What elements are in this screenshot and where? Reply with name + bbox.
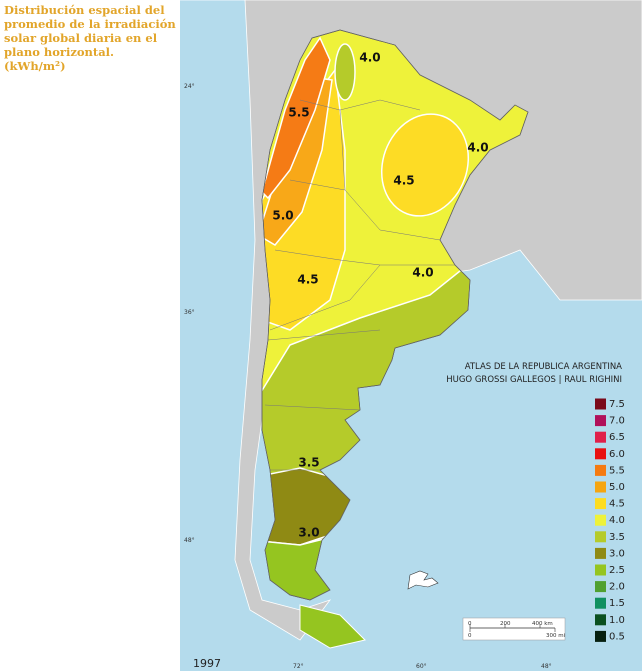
legend-swatch [595,514,606,526]
legend-label: 6.5 [609,432,625,443]
zone-label: 5.0 [272,209,293,223]
islands [407,570,439,590]
zone-3-5-north [334,43,356,101]
legend-label: 2.0 [609,582,625,593]
legend-swatch [595,614,606,626]
legend-label: 5.0 [609,482,625,493]
credit: ATLAS DE LA REPUBLICA ARGENTINA [465,362,622,372]
legend-label: 4.5 [609,499,625,510]
legend-label: 3.5 [609,532,625,543]
zone-label: 4.0 [359,51,380,65]
legend-label: 2.5 [609,565,625,576]
legend-swatch [595,630,606,642]
zone-label: 4.0 [467,141,488,155]
latitude-label: 24° [184,83,195,90]
title-line: solar global diaria en el [4,31,158,45]
zone-label: 4.0 [412,266,433,280]
scale-label: 0 [468,621,472,627]
latitude-label: 48° [184,537,195,544]
legend-label: 7.0 [609,416,625,427]
title-line: (kWh/m²) [4,59,66,73]
legend-swatch [595,464,606,476]
longitude-label: 48° [541,663,552,670]
legend-swatch [595,597,606,609]
tierra-del-fuego [299,604,366,649]
zone-label: 4.5 [393,174,414,188]
credit: HUGO GROSSI GALLEGOS | RAUL RIGHINI [446,375,622,385]
title-line: plano horizontal. [4,45,115,59]
title-line: Distribución espacial del [4,3,165,17]
legend-label: 7.5 [609,399,625,410]
legend-swatch [595,481,606,493]
legend-label: 0.5 [609,631,625,642]
map-title: Distribución espacial del promedio de la … [4,3,180,73]
legend-swatch [595,398,606,410]
province-lines [264,99,455,471]
scale-label: 200 [500,621,511,627]
longitude-label: 60° [416,663,427,670]
scale-bar: 0 200 400 km 0 300 mi [462,617,566,641]
zone-label: 3.0 [298,526,319,540]
legend-swatch [595,564,606,576]
legend-swatch [595,498,606,510]
legend-swatch [595,415,606,427]
scale-label: 0 [468,633,472,639]
zone-label: 5.5 [288,106,309,120]
legend-label: 5.5 [609,465,625,476]
country-outline [261,29,529,601]
zone-label: 3.5 [298,456,319,470]
legend-swatch [595,431,606,443]
legend-label: 4.0 [609,515,625,526]
legend-label: 1.0 [609,615,625,626]
legend-label: 3.0 [609,548,625,559]
legend-label: 1.5 [609,598,625,609]
longitude-label: 72° [293,663,304,670]
title-line: promedio de la irradiación [4,17,176,31]
scale-label: 400 km [532,621,553,627]
zone-4-5-east [380,113,470,217]
legend-swatch [595,531,606,543]
legend-swatch [595,581,606,593]
latitude-label: 36° [184,309,195,316]
year: 1997 [193,657,221,670]
legend-label: 6.0 [609,449,625,460]
legend: 7.5 7.0 6.5 6.0 5.5 5.0 4.5 4.0 3.5 3.0 2.5 2.0 1.5 1… [595,398,625,642]
zone-label: 4.5 [297,273,318,287]
scale-label: 300 mi [546,633,566,639]
zone-5-5 [262,36,331,200]
map: 4.0 5.5 4.0 4.5 5.0 4.5 4.0 3.5 3.0 24° … [180,0,642,671]
legend-swatch [595,448,606,460]
legend-swatch [595,547,606,559]
